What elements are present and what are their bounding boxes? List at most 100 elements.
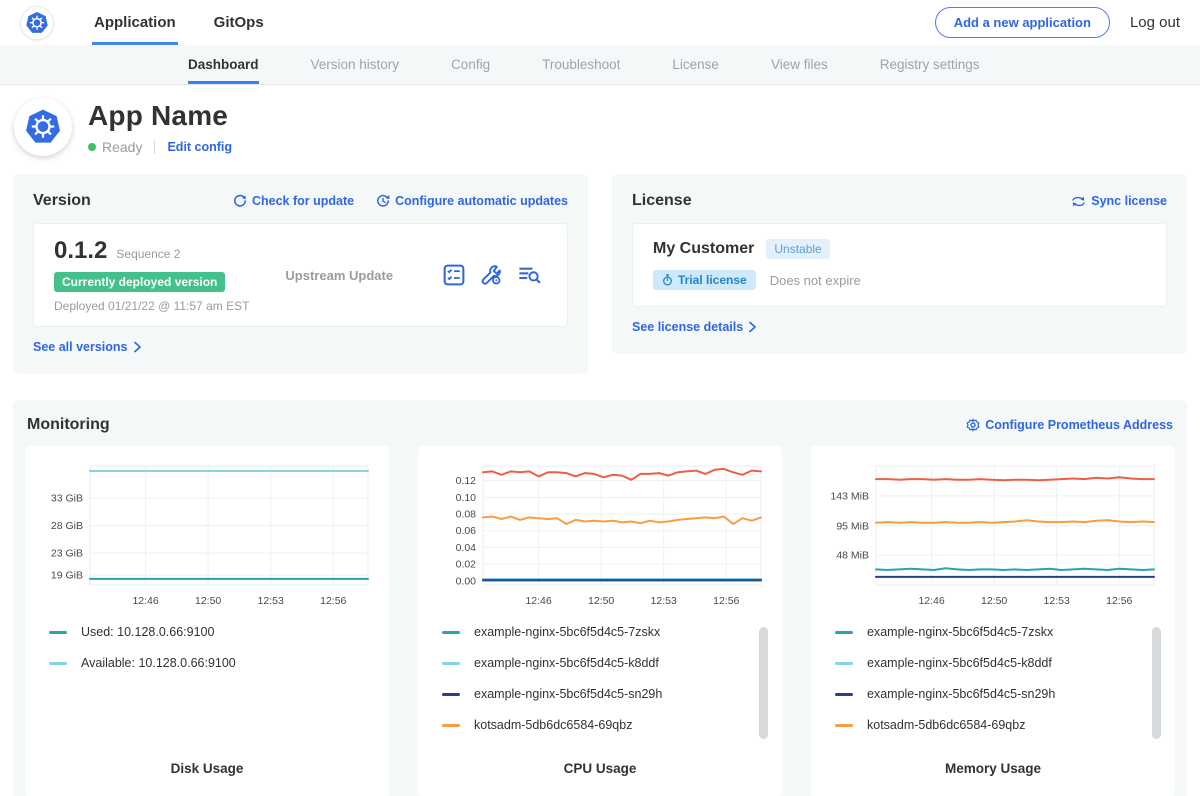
license-type-label: Trial license bbox=[678, 273, 747, 287]
svg-text:0.04: 0.04 bbox=[456, 542, 477, 554]
svg-text:33 GiB: 33 GiB bbox=[51, 492, 83, 504]
svg-text:12:56: 12:56 bbox=[713, 595, 739, 607]
legend-swatch-icon bbox=[835, 631, 853, 634]
legend-item: example-nginx-5bc6f5d4c5-7zskx bbox=[442, 625, 770, 639]
view-deploy-logs-button[interactable] bbox=[517, 264, 541, 286]
svg-text:12:53: 12:53 bbox=[651, 595, 677, 607]
deployed-timestamp: Deployed 01/21/22 @ 11:57 am EST bbox=[54, 299, 249, 313]
status-text: Ready bbox=[102, 139, 142, 155]
legend-item: kotsadm-5db6dc6584-69qbz bbox=[835, 718, 1163, 732]
legend-swatch-icon bbox=[442, 662, 460, 665]
checklist-icon bbox=[443, 264, 465, 286]
svg-text:0.10: 0.10 bbox=[456, 492, 477, 504]
tab-registry-settings[interactable]: Registry settings bbox=[880, 45, 980, 84]
legend-item: Available: 10.128.0.66:9100 bbox=[49, 656, 377, 670]
cpu-usage-chart: 0.12 0.10 0.08 0.06 0.04 0.02 0.00 12:46 12:50 12… bbox=[430, 459, 770, 611]
legend-scrollbar-thumb[interactable] bbox=[1152, 627, 1161, 739]
svg-text:12:50: 12:50 bbox=[588, 595, 614, 607]
deployed-status-badge: Currently deployed version bbox=[54, 272, 225, 292]
sync-license-label: Sync license bbox=[1091, 194, 1167, 208]
legend-swatch-icon bbox=[49, 631, 67, 634]
tab-view-files[interactable]: View files bbox=[771, 45, 828, 84]
gear-icon bbox=[966, 418, 980, 432]
disk-usage-legend: Used: 10.128.0.66:9100 Available: 10.128.… bbox=[37, 625, 377, 753]
svg-text:0.02: 0.02 bbox=[456, 559, 477, 571]
edit-config-version-button[interactable] bbox=[480, 264, 502, 286]
configure-prometheus-label: Configure Prometheus Address bbox=[985, 418, 1173, 432]
tab-config[interactable]: Config bbox=[451, 45, 490, 84]
svg-text:95 MiB: 95 MiB bbox=[836, 520, 869, 532]
legend-label: kotsadm-5db6dc6584-69qbz bbox=[867, 718, 1025, 732]
svg-text:12:46: 12:46 bbox=[918, 595, 944, 607]
memory-usage-chart: 143 MiB95 MiB48 MiB12:4612:5012:5312:56 bbox=[823, 459, 1163, 611]
license-expiry: Does not expire bbox=[770, 273, 861, 288]
configure-prometheus-link[interactable]: Configure Prometheus Address bbox=[966, 418, 1173, 432]
svg-text:12:56: 12:56 bbox=[1106, 595, 1132, 607]
svg-text:12:53: 12:53 bbox=[258, 595, 284, 607]
svg-text:19 GiB: 19 GiB bbox=[51, 570, 83, 582]
cpu-usage-title: CPU Usage bbox=[430, 753, 770, 786]
svg-text:48 MiB: 48 MiB bbox=[836, 550, 869, 562]
configure-automatic-updates-link[interactable]: Configure automatic updates bbox=[376, 194, 568, 208]
svg-text:0.00: 0.00 bbox=[456, 575, 477, 587]
version-card-title: Version bbox=[33, 192, 91, 210]
legend-swatch-icon bbox=[442, 693, 460, 696]
legend-label: Available: 10.128.0.66:9100 bbox=[81, 656, 236, 670]
refresh-icon bbox=[233, 194, 247, 208]
version-number: 0.1.2 bbox=[54, 237, 107, 265]
legend-swatch-icon bbox=[835, 724, 853, 727]
kubernetes-logo bbox=[20, 6, 54, 40]
divider bbox=[154, 140, 155, 154]
svg-text:0.06: 0.06 bbox=[456, 525, 477, 537]
svg-text:0.12: 0.12 bbox=[456, 475, 477, 487]
cpu-usage-legend: example-nginx-5bc6f5d4c5-7zskx example-ng… bbox=[430, 625, 770, 753]
svg-text:12:53: 12:53 bbox=[1044, 595, 1070, 607]
wrench-gear-icon bbox=[480, 264, 502, 286]
kubernetes-logo-icon bbox=[25, 11, 49, 35]
page-title: App Name bbox=[88, 100, 232, 132]
legend-label: kotsadm-5db6dc6584-69qbz bbox=[474, 718, 632, 732]
legend-label: Used: 10.128.0.66:9100 bbox=[81, 625, 214, 639]
add-application-button[interactable]: Add a new application bbox=[935, 7, 1110, 38]
legend-swatch-icon bbox=[49, 662, 67, 665]
svg-text:143 MiB: 143 MiB bbox=[830, 490, 869, 502]
legend-label: example-nginx-5bc6f5d4c5-sn29h bbox=[474, 687, 662, 701]
tab-troubleshoot[interactable]: Troubleshoot bbox=[542, 45, 620, 84]
license-card: License Sync license My Customer Unstabl… bbox=[612, 174, 1187, 354]
see-all-versions-link[interactable]: See all versions bbox=[33, 340, 142, 354]
edit-config-link[interactable]: Edit config bbox=[167, 140, 232, 154]
legend-label: example-nginx-5bc6f5d4c5-7zskx bbox=[867, 625, 1053, 639]
charts-row: 33 GiB28 GiB23 GiB19 GiB12:4612:5012:531… bbox=[25, 446, 1175, 796]
monitoring-panel: Monitoring Configure Prometheus Address … bbox=[13, 400, 1187, 796]
stopwatch-icon bbox=[662, 274, 673, 286]
tab-dashboard[interactable]: Dashboard bbox=[188, 45, 259, 84]
logout-button[interactable]: Log out bbox=[1130, 14, 1180, 31]
legend-scrollbar-thumb[interactable] bbox=[759, 627, 768, 739]
version-sequence: Sequence 2 bbox=[116, 247, 180, 261]
check-for-update-label: Check for update bbox=[252, 194, 354, 208]
svg-text:12:56: 12:56 bbox=[320, 595, 346, 607]
tab-version-history[interactable]: Version history bbox=[311, 45, 400, 84]
see-license-details-link[interactable]: See license details bbox=[632, 320, 757, 334]
app-avatar bbox=[14, 98, 72, 156]
legend-item: example-nginx-5bc6f5d4c5-sn29h bbox=[442, 687, 770, 701]
tab-license[interactable]: License bbox=[672, 45, 719, 84]
legend-item: example-nginx-5bc6f5d4c5-k8ddf bbox=[442, 656, 770, 670]
svg-text:12:46: 12:46 bbox=[525, 595, 551, 607]
clock-update-icon bbox=[376, 194, 390, 208]
license-card-title: License bbox=[632, 192, 692, 210]
legend-swatch-icon bbox=[442, 631, 460, 634]
tab-application[interactable]: Application bbox=[92, 0, 178, 45]
tab-gitops[interactable]: GitOps bbox=[212, 0, 266, 45]
preflight-checks-button[interactable] bbox=[443, 264, 465, 286]
sync-license-link[interactable]: Sync license bbox=[1071, 194, 1167, 208]
svg-text:12:46: 12:46 bbox=[132, 595, 158, 607]
license-type-badge: Trial license bbox=[653, 270, 756, 290]
top-nav-bar: Application GitOps Add a new application… bbox=[0, 0, 1200, 45]
svg-text:0.08: 0.08 bbox=[456, 509, 477, 521]
memory-usage-title: Memory Usage bbox=[823, 753, 1163, 786]
legend-swatch-icon bbox=[442, 724, 460, 727]
top-nav-right: Add a new application Log out bbox=[935, 7, 1180, 38]
check-for-update-link[interactable]: Check for update bbox=[233, 194, 354, 208]
current-version-card: 0.1.2 Sequence 2 Currently deployed vers… bbox=[33, 223, 568, 327]
